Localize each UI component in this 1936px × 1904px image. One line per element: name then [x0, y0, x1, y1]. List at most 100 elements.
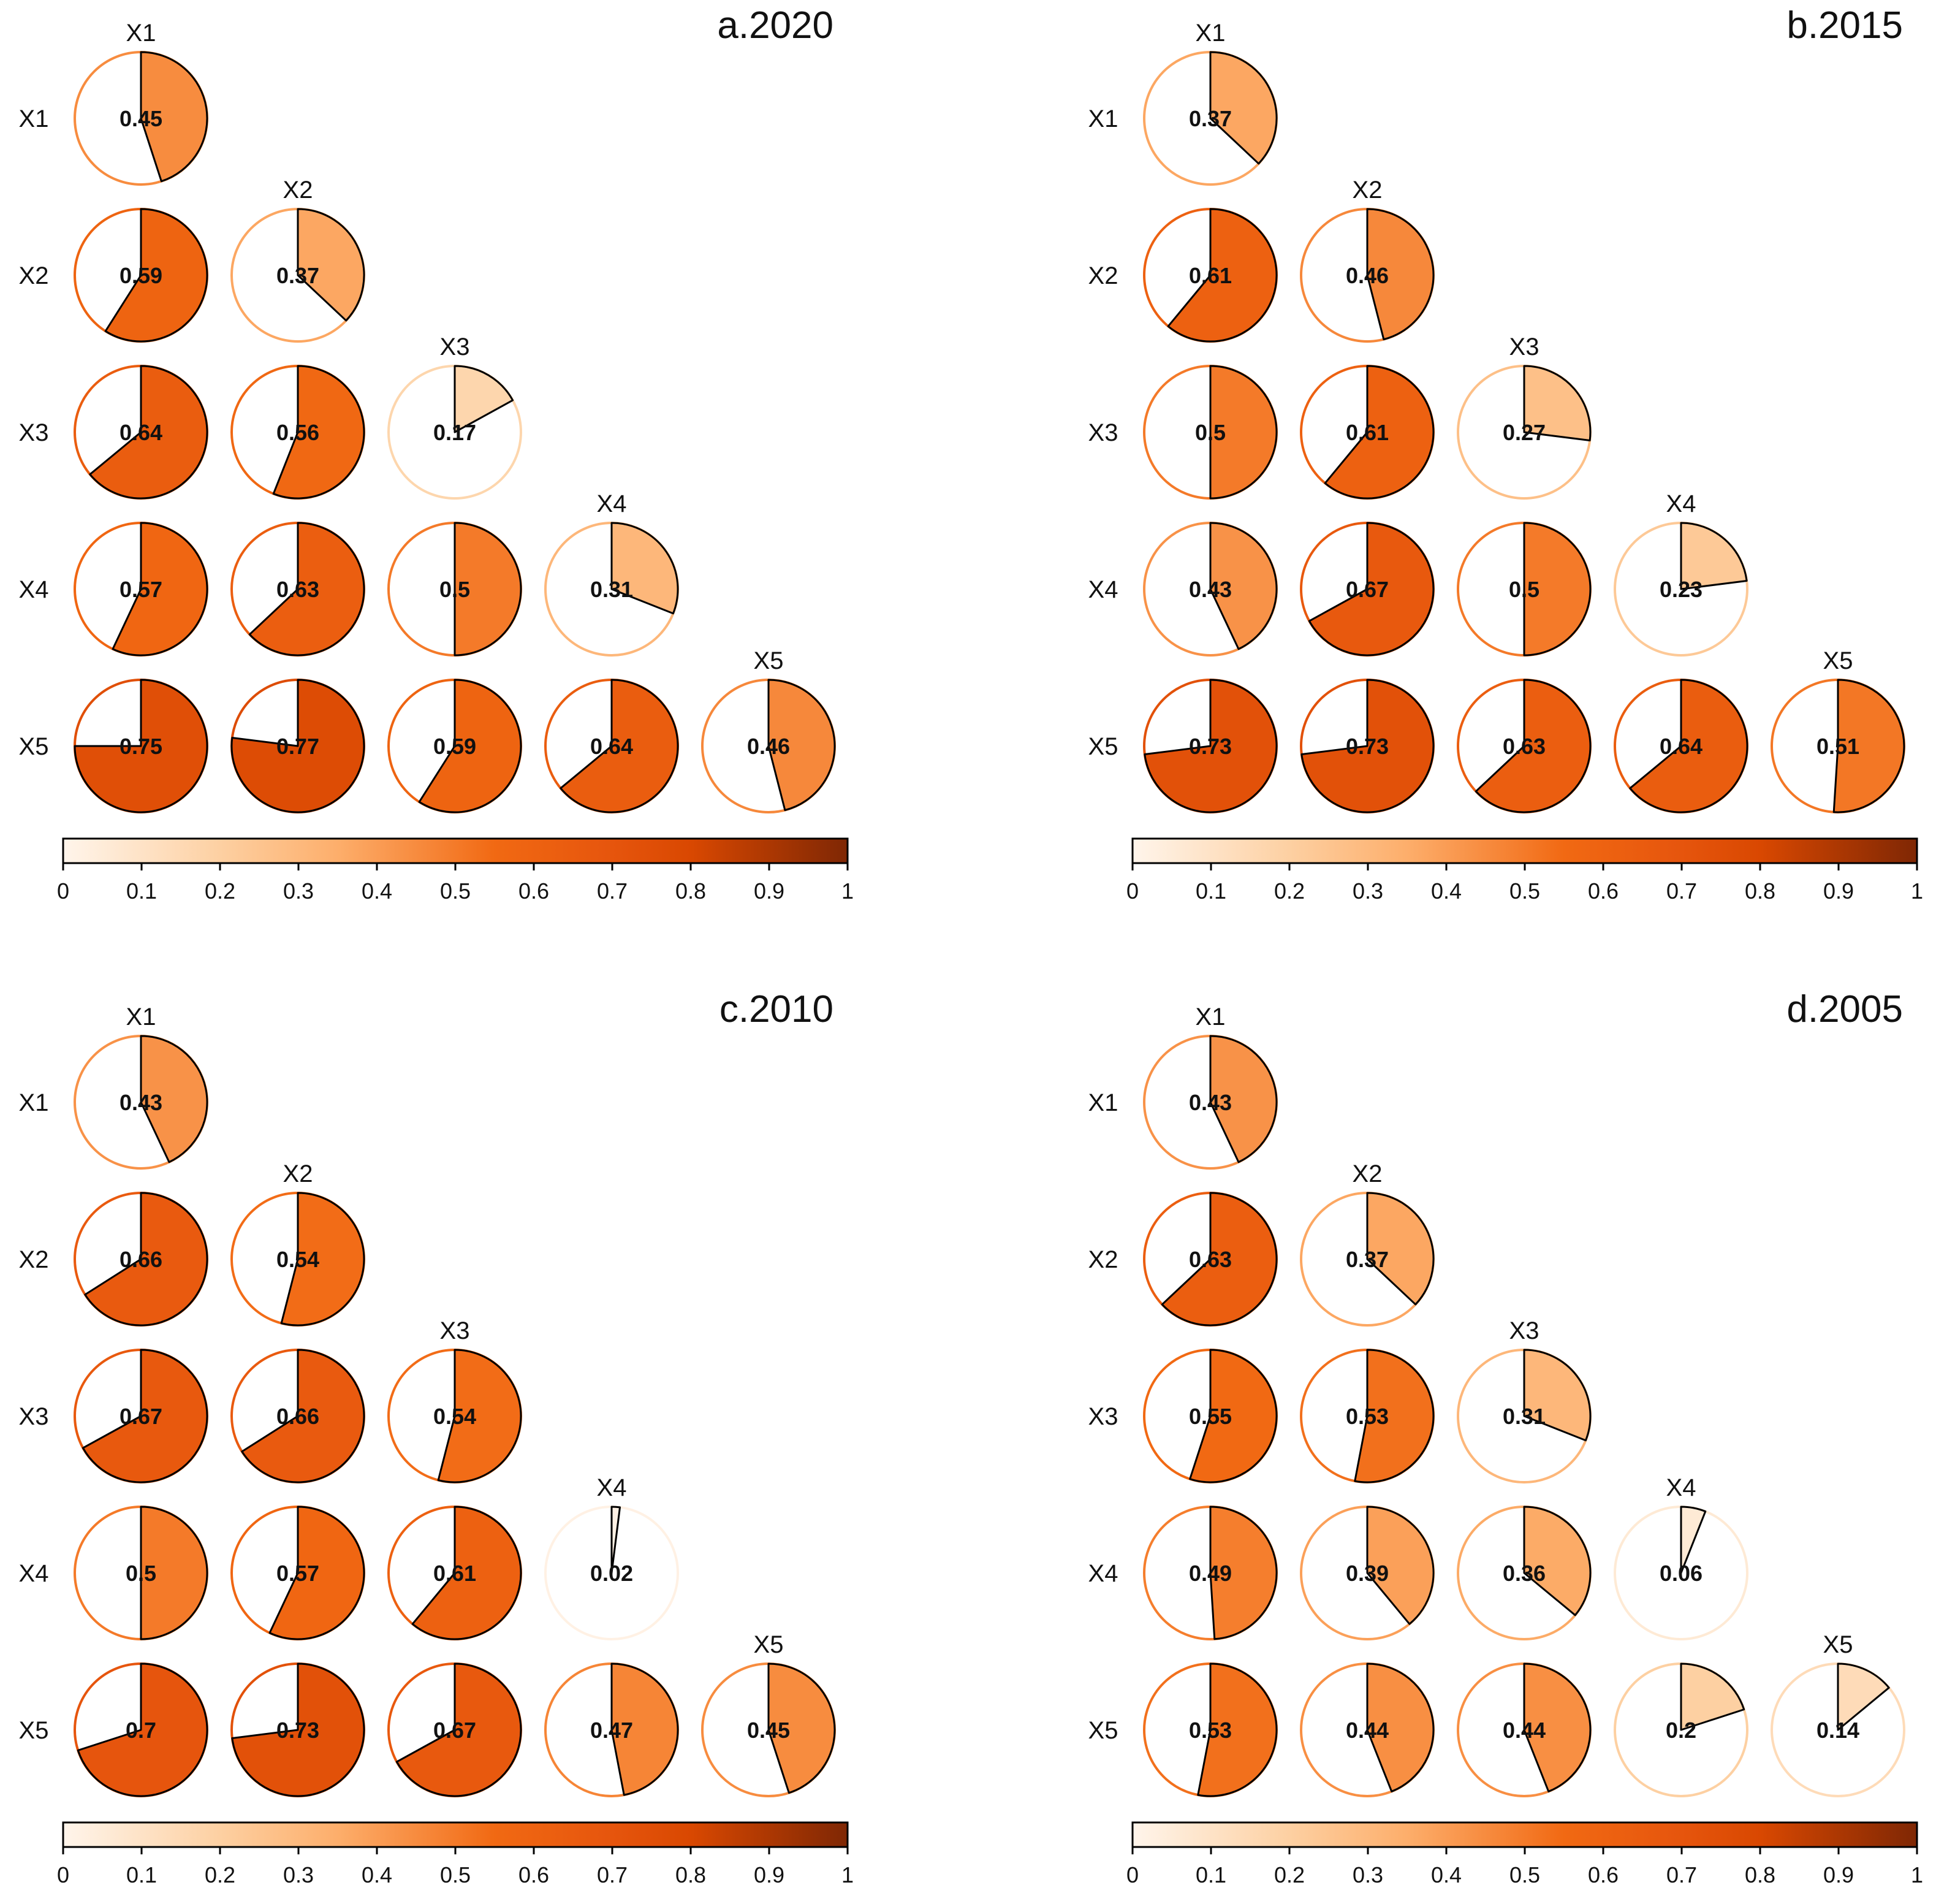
pie-value-label: 0.53 — [1189, 1718, 1232, 1743]
pie-slice — [1523, 365, 1592, 442]
pie-slice — [454, 365, 514, 433]
pie-value-label: 0.64 — [590, 734, 633, 759]
pie-value-label: 0.37 — [1189, 106, 1232, 131]
pie-value-label: 0.36 — [1503, 1561, 1546, 1586]
pie-value-label: 0.67 — [1346, 577, 1389, 602]
colorbar: 0 0.1 0.2 0.3 0.4 0.5 0.6 0.7 0.8 0.9 1 — [57, 837, 854, 904]
colorbar-tick-label: 0.4 — [362, 878, 392, 904]
column-label-X1: X1 — [126, 20, 156, 47]
pie-slice — [767, 679, 836, 812]
pie-cell-X2-X1: 0.63 — [1143, 1192, 1278, 1327]
pie-cell-X5-X1: 0.75 — [74, 679, 208, 813]
colorbar-tick-label: 0.5 — [440, 878, 471, 904]
row-label-X2: X2 — [1088, 262, 1118, 289]
colorbar: 0 0.1 0.2 0.3 0.4 0.5 0.6 0.7 0.8 0.9 1 — [1126, 1821, 1923, 1887]
pie-slice — [395, 1662, 522, 1797]
colorbar: 0 0.1 0.2 0.3 0.4 0.5 0.6 0.7 0.8 0.9 1 — [57, 1821, 854, 1887]
column-label-X1: X1 — [1196, 1003, 1226, 1030]
panel-title: d.2005 — [1786, 988, 1903, 1030]
row-label-X4: X4 — [19, 576, 49, 603]
row-label-X3: X3 — [19, 419, 49, 446]
pie-slice — [112, 522, 208, 657]
pie-cell-X2-X2: 0.46 — [1300, 208, 1435, 343]
pie-value-label: 0.5 — [1509, 577, 1539, 602]
pie-value-label: 0.47 — [590, 1718, 633, 1743]
pie-slice — [1680, 522, 1748, 590]
column-label-X4: X4 — [1666, 490, 1696, 517]
panel-title: b.2015 — [1786, 4, 1903, 47]
pie-slice — [241, 1349, 365, 1483]
pie-value-label: 0.57 — [120, 577, 162, 602]
pie-slice — [84, 1192, 208, 1327]
pie-slice — [1366, 1506, 1435, 1625]
pie-value-label: 0.5 — [439, 577, 470, 602]
pie-value-label: 0.2 — [1666, 1718, 1696, 1743]
pie-cell-X3-X3: 0.31 — [1457, 1349, 1592, 1483]
pie-cell-X5-X2: 0.73 — [1300, 679, 1435, 813]
pie-value-label: 0.55 — [1189, 1404, 1232, 1429]
pie-value-label: 0.59 — [120, 263, 162, 288]
column-label-X5: X5 — [754, 647, 784, 674]
pie-cell-X5-X5: 0.46 — [701, 679, 836, 813]
pie-cell-X1-X1: 0.43 — [1143, 1035, 1278, 1170]
row-label-X2: X2 — [19, 1246, 49, 1273]
pie-slice — [1209, 1035, 1278, 1163]
pie-value-label: 0.54 — [433, 1404, 476, 1429]
pie-slice — [1523, 1662, 1592, 1792]
column-label-X2: X2 — [1353, 1160, 1383, 1187]
pie-cell-X4-X2: 0.57 — [230, 1506, 365, 1640]
pie-value-label: 0.45 — [120, 106, 162, 131]
colorbar-tick-label: 1 — [1911, 878, 1923, 904]
pie-slice — [248, 522, 365, 657]
colorbar-tick-label: 0.5 — [440, 1862, 471, 1887]
pie-cell-X2-X2: 0.37 — [230, 208, 365, 343]
row-label-X4: X4 — [1088, 1560, 1118, 1587]
colorbar-tick-label: 0.2 — [205, 878, 235, 904]
pie-cell-X4-X4: 0.31 — [544, 522, 679, 657]
pie-value-label: 0.54 — [276, 1247, 319, 1272]
column-label-X3: X3 — [440, 1317, 470, 1344]
colorbar-bar — [1131, 837, 1918, 864]
pie-slice — [418, 679, 522, 813]
row-label-X3: X3 — [1088, 419, 1118, 446]
pie-cell-X5-X2: 0.44 — [1300, 1662, 1435, 1797]
pie-slice — [1523, 522, 1592, 657]
pie-cell-X3-X2: 0.66 — [230, 1349, 365, 1483]
pie-value-label: 0.7 — [126, 1718, 156, 1743]
colorbar-tick-label: 0.4 — [362, 1862, 392, 1887]
colorbar-tick-label: 0.2 — [205, 1862, 235, 1887]
pie-slice — [1144, 679, 1278, 813]
pie-value-label: 0.43 — [1189, 1090, 1232, 1115]
colorbar-tick-label: 0.5 — [1509, 878, 1540, 904]
pie-value-label: 0.39 — [1346, 1561, 1389, 1586]
colorbar-tick-label: 0.3 — [283, 878, 314, 904]
pie-slice — [230, 679, 365, 813]
row-label-X1: X1 — [19, 1089, 49, 1116]
pie-slice — [1300, 679, 1435, 813]
colorbar-tick-label: 0.7 — [597, 878, 628, 904]
pie-slice — [1167, 208, 1278, 343]
pie-value-label: 0.46 — [747, 734, 790, 759]
pie-cell-X2-X1: 0.59 — [74, 208, 208, 343]
pie-slice — [1354, 1349, 1435, 1483]
pie-cell-X5-X5: 0.14 — [1771, 1662, 1905, 1797]
pie-cell-X2-X2: 0.37 — [1300, 1192, 1435, 1327]
colorbar-tick-label: 0.9 — [754, 1862, 784, 1887]
pie-value-label: 0.23 — [1660, 577, 1703, 602]
pie-value-label: 0.67 — [120, 1404, 162, 1429]
pie-cell-X2-X2: 0.54 — [230, 1192, 365, 1327]
row-label-X1: X1 — [1088, 1089, 1118, 1116]
pie-slice — [82, 1349, 208, 1483]
pie-slice — [1837, 1662, 1890, 1731]
panel-a.2020: a.2020 X1 X2 X3 X4 X5 X1 X2 X3 X4 X5 0.45 0.59 0.37 0.… — [19, 4, 854, 904]
column-label-X5: X5 — [1823, 647, 1853, 674]
pie-cell-X3-X2: 0.61 — [1300, 365, 1435, 500]
colorbar-tick-label: 0.2 — [1274, 1862, 1305, 1887]
pie-slice — [297, 208, 365, 322]
pie-value-label: 0.73 — [276, 1718, 319, 1743]
pie-value-label: 0.02 — [590, 1561, 633, 1586]
pie-slice — [1475, 679, 1592, 813]
pie-cell-X3-X2: 0.53 — [1300, 1349, 1435, 1483]
pie-cell-X3-X3: 0.54 — [387, 1349, 522, 1483]
